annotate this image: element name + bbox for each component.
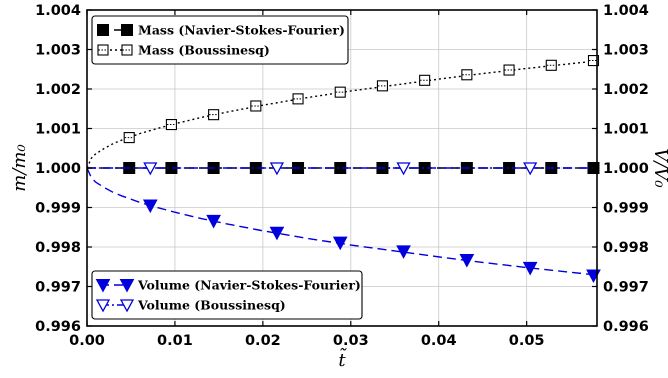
y-tick-label-left: 0.999 (35, 201, 81, 217)
y-tick-label-left: 0.996 (35, 319, 81, 335)
data-point (523, 162, 538, 176)
legend-bottom-left: Volume (Navier-Stokes-Fourier) Volume (Bo… (91, 270, 363, 320)
series-line (87, 60, 597, 169)
data-point (396, 162, 411, 176)
x-tick-label: 0.03 (333, 333, 369, 349)
legend-box (91, 270, 363, 320)
y-tick-label-right: 1.003 (603, 43, 649, 59)
tick-layer: 0.00 0.01 0.02 0.03 0.04 0.05 0.996 0.996 0.997 0… (35, 3, 649, 349)
data-point (292, 93, 304, 105)
legend-entry: Volume (Boussinesq) (95, 298, 286, 313)
legend-top-left: Mass (Navier-Stokes-Fourier) Mass (Boussi… (91, 15, 349, 65)
data-point (376, 80, 388, 92)
data-point (142, 199, 158, 214)
legend-entry: Mass (Navier-Stokes-Fourier) (97, 23, 345, 38)
y-tick-label-left: 1.000 (35, 161, 81, 177)
data-point (586, 269, 601, 283)
x-tick-label: 0.02 (245, 333, 281, 349)
legend-layer: Mass (Navier-Stokes-Fourier) Mass (Boussi… (91, 15, 363, 320)
data-point (459, 254, 475, 268)
data-point (143, 162, 158, 176)
y-tick-label-left: 1.001 (35, 122, 81, 138)
y-tick-label-right: 1.002 (603, 82, 649, 98)
legend-marker (97, 44, 109, 56)
series-layer (87, 55, 601, 283)
y-tick-label-right: 1.000 (603, 161, 649, 177)
legend-box (91, 15, 349, 65)
y-tick-label-right: 0.996 (603, 319, 649, 335)
x-tick-label: 0.01 (157, 333, 193, 349)
data-point (123, 132, 135, 144)
data-point (206, 214, 221, 229)
series-1 (87, 55, 600, 169)
legend-marker (119, 299, 135, 313)
legend-marker (95, 299, 111, 313)
legend-marker (121, 44, 133, 56)
series-2 (87, 167, 601, 283)
y-tick-label-right: 0.998 (603, 240, 649, 256)
legend-label: Volume (Navier-Stokes-Fourier) (137, 278, 361, 293)
legend-marker (97, 24, 109, 36)
x-tick-label: 0.00 (69, 333, 105, 349)
data-point (269, 226, 285, 241)
y-tick-label-right: 0.997 (603, 280, 649, 296)
x-axis-label: t̃ (338, 348, 347, 371)
y-tick-label-left: 1.004 (35, 3, 81, 19)
y-axis-label-right: V/V₀ (650, 148, 668, 187)
y-tick-label-left: 1.003 (35, 43, 81, 59)
legend-entry: Mass (Boussinesq) (97, 43, 270, 58)
data-point (269, 162, 285, 176)
data-point (522, 261, 538, 276)
data-point (419, 74, 431, 86)
data-point (461, 69, 473, 81)
y-axis-label-left: m/m₀ (9, 144, 30, 191)
data-point (165, 119, 177, 131)
y-tick-label-left: 0.997 (35, 280, 81, 296)
series-line (87, 167, 597, 276)
y-tick-label-right: 0.999 (603, 201, 649, 217)
y-tick-label-left: 1.002 (35, 82, 81, 98)
series-3 (87, 162, 597, 176)
legend-label: Mass (Boussinesq) (138, 43, 270, 58)
data-point (334, 86, 346, 98)
data-point (545, 59, 557, 71)
legend-label: Mass (Navier-Stokes-Fourier) (138, 23, 345, 38)
data-point (208, 109, 220, 121)
data-point (250, 100, 262, 112)
y-tick-label-right: 1.001 (603, 122, 649, 138)
x-tick-label: 0.05 (509, 333, 545, 349)
data-point (332, 236, 348, 251)
legend-label: Volume (Boussinesq) (137, 298, 286, 313)
x-tick-label: 0.04 (421, 333, 457, 349)
y-tick-label-right: 1.004 (603, 3, 649, 19)
data-point (503, 64, 515, 76)
legend-marker (121, 24, 133, 36)
data-point (396, 245, 411, 259)
y-tick-label-left: 0.998 (35, 240, 81, 256)
legend-marker (119, 279, 135, 293)
legend-marker (95, 279, 111, 293)
legend-entry: Volume (Navier-Stokes-Fourier) (95, 278, 361, 293)
